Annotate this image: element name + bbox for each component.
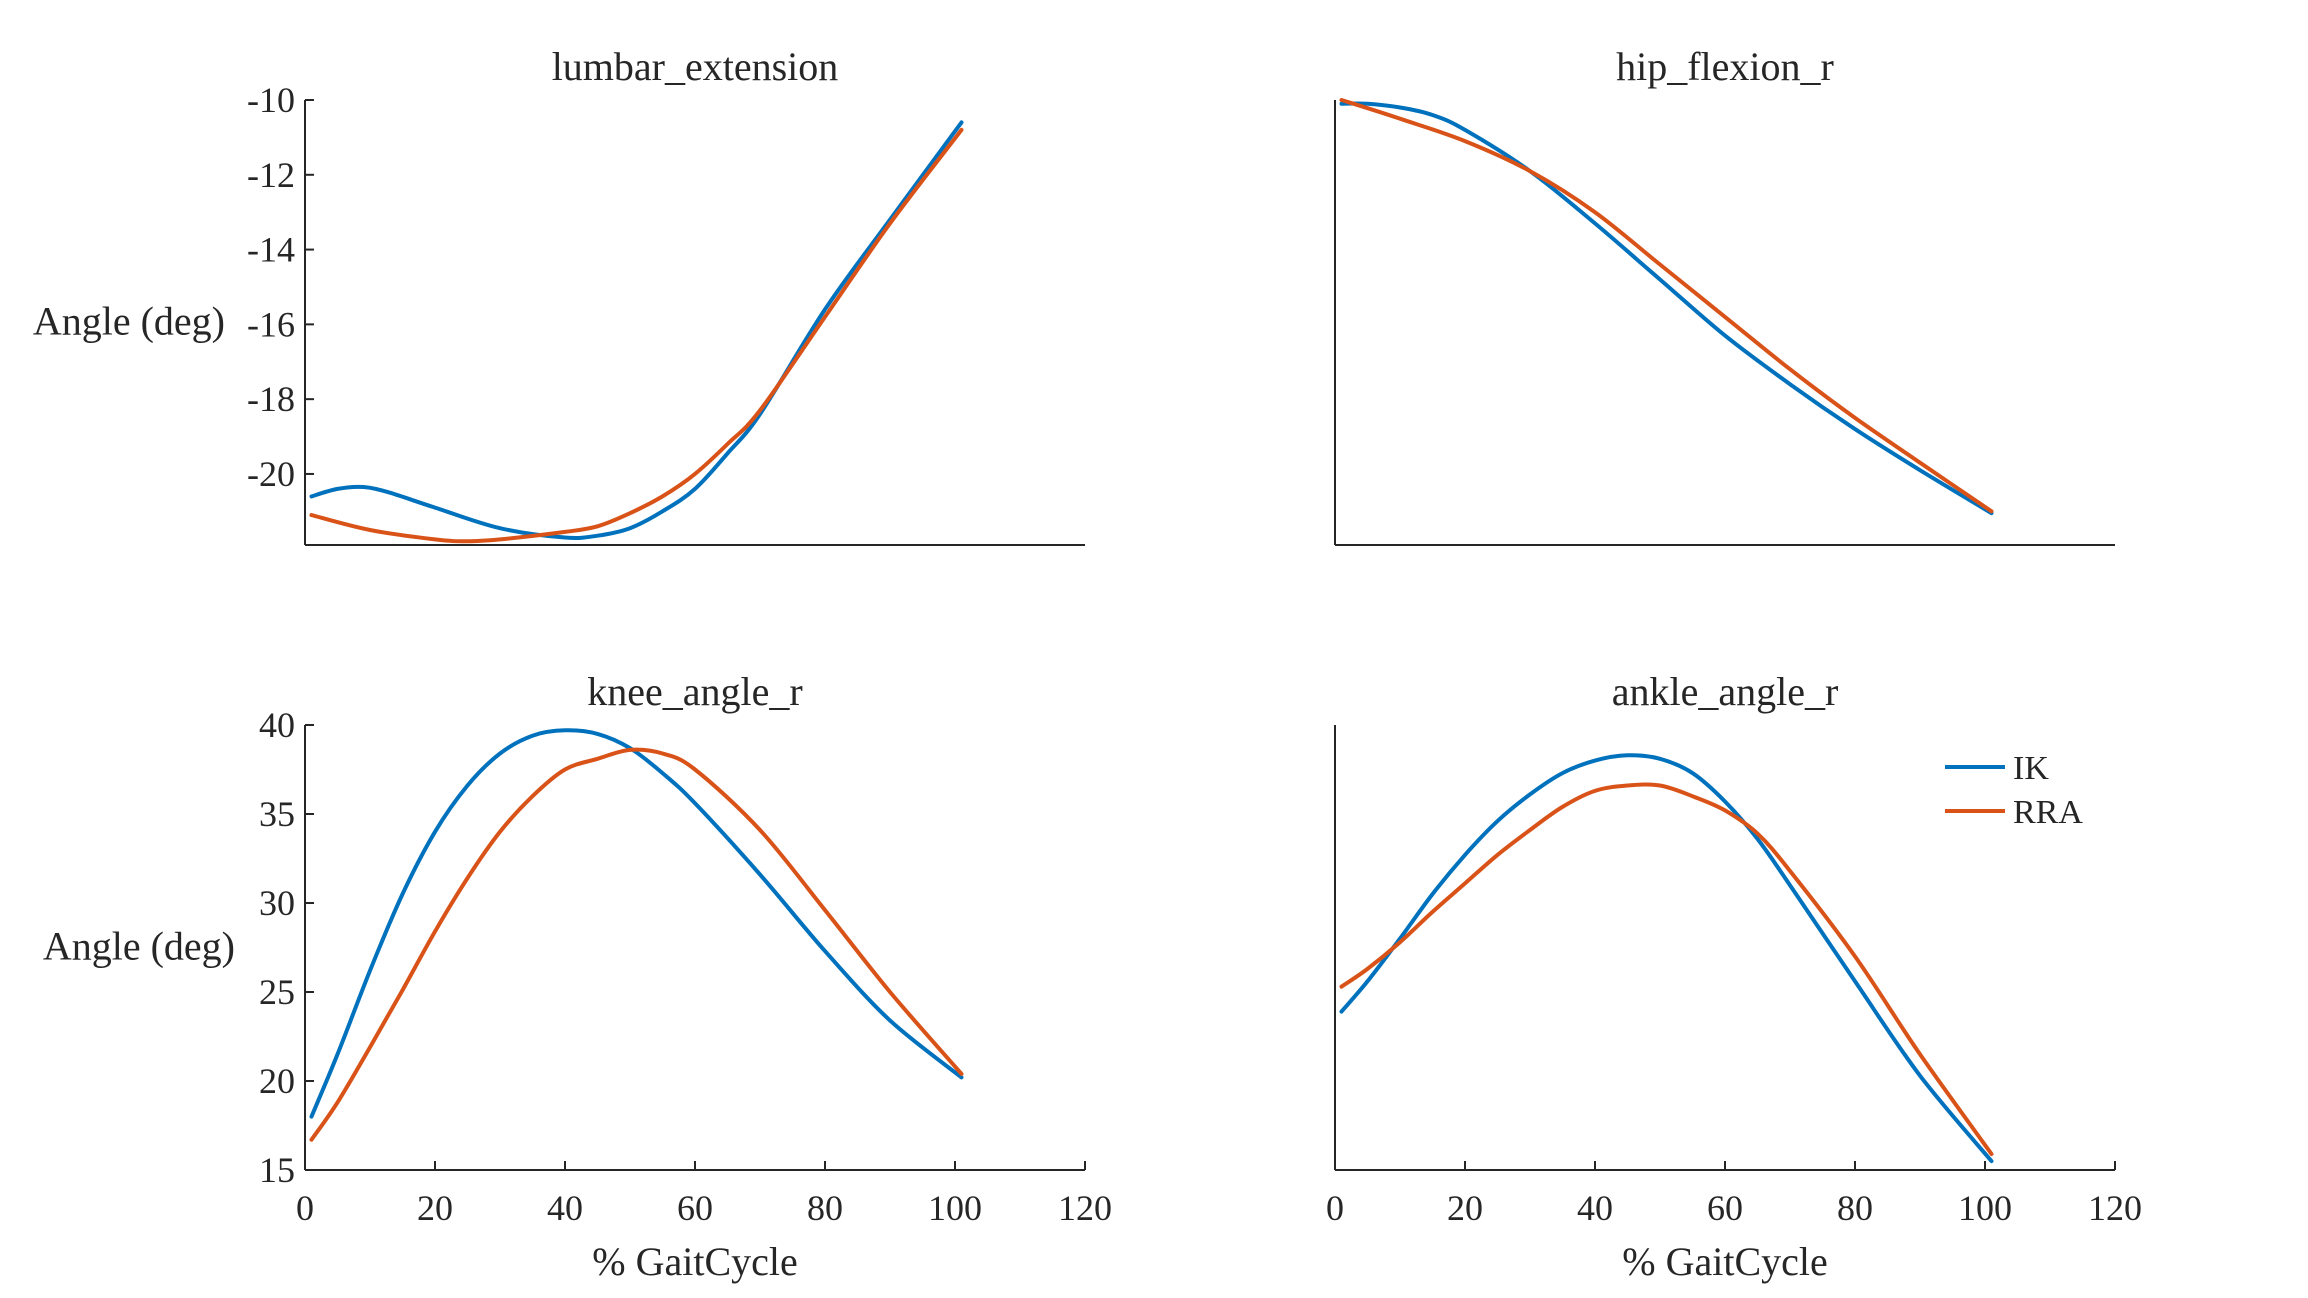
y-tick-label: 35 <box>259 794 295 834</box>
y-axis-label: Angle (deg) <box>33 299 225 344</box>
y-tick-label: -20 <box>247 454 295 494</box>
subplot-title: knee_angle_r <box>587 669 802 714</box>
y-tick-label: 40 <box>259 705 295 745</box>
x-tick-label: 40 <box>547 1188 583 1228</box>
series-line-rra <box>309 747 964 1142</box>
y-tick-label: -16 <box>247 304 295 344</box>
x-tick-label: 60 <box>1707 1188 1743 1228</box>
series-line-ik <box>1339 101 1994 516</box>
legend: IK RRA <box>1945 750 2083 831</box>
subplot-panels: lumbar_extension -10 -12 -14 -16 -18 -20 Angle … <box>33 44 2142 1284</box>
y-tick-label: -14 <box>247 230 295 270</box>
x-tick-label: 20 <box>417 1188 453 1228</box>
subplot-title: ankle_angle_r <box>1612 669 1839 714</box>
subplot-hip-flexion-r: hip_flexion_r <box>1334 44 2115 546</box>
x-tick-label: 120 <box>2088 1188 2142 1228</box>
legend-label-rra: RRA <box>2013 794 2083 831</box>
x-tick-label: 60 <box>677 1188 713 1228</box>
subplot-title: lumbar_extension <box>552 44 839 89</box>
y-tick-label: 30 <box>259 883 295 923</box>
x-tick-label: 40 <box>1577 1188 1613 1228</box>
series-line-rra <box>1339 98 1994 514</box>
x-tick-label: 20 <box>1447 1188 1483 1228</box>
x-tick-label: 0 <box>1326 1188 1344 1228</box>
y-tick-label: -12 <box>247 155 295 195</box>
x-tick-label: 100 <box>1958 1188 2012 1228</box>
subplot-ankle-angle-r: ankle_angle_r 0 20 40 60 80 100 120 % GaitCycle <box>1326 669 2142 1284</box>
x-axis-label: % GaitCycle <box>1622 1239 1828 1284</box>
y-tick-label: 15 <box>259 1150 295 1190</box>
y-tick-label: 20 <box>259 1061 295 1101</box>
y-axis-label: Angle (deg) <box>43 924 235 969</box>
subplot-knee-angle-r: knee_angle_r 40 35 30 25 20 150 20 40 60 80 100 120 A… <box>43 669 1112 1284</box>
x-tick-label: 80 <box>807 1188 843 1228</box>
y-tick-label: -10 <box>247 80 295 120</box>
x-tick-label: 120 <box>1058 1188 1112 1228</box>
subplot-title: hip_flexion_r <box>1616 44 1834 89</box>
series-line-rra <box>309 127 964 544</box>
y-tick-label: 25 <box>259 972 295 1012</box>
legend-label-ik: IK <box>2013 750 2049 787</box>
x-tick-label: 0 <box>296 1188 314 1228</box>
x-tick-label: 80 <box>1837 1188 1873 1228</box>
series-line-ik <box>309 728 964 1119</box>
y-tick-label: -18 <box>247 379 295 419</box>
series-line-rra <box>1339 782 1994 1156</box>
series-line-ik <box>1339 753 1994 1164</box>
x-tick-label: 100 <box>928 1188 982 1228</box>
x-axis-label: % GaitCycle <box>592 1239 798 1284</box>
subplot-lumbar-extension: lumbar_extension -10 -12 -14 -16 -18 -20 Angle … <box>33 44 1085 546</box>
series-line-ik <box>309 120 964 540</box>
